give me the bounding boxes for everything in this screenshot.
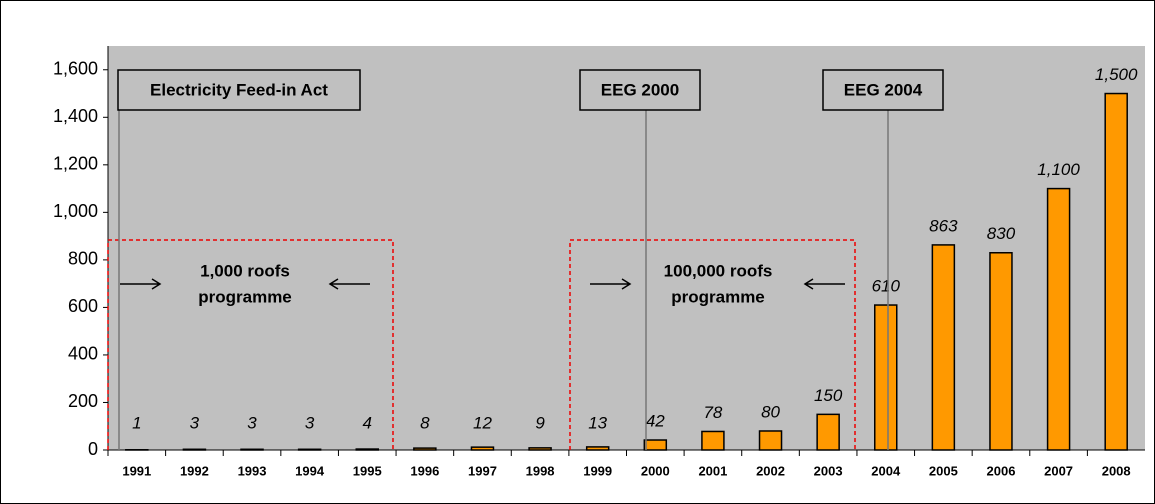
data-label: 9	[535, 413, 545, 432]
annotation-label: EEG 2000	[601, 80, 679, 99]
data-label: 4	[363, 413, 372, 432]
x-tick-label: 2001	[698, 463, 727, 478]
x-tick-label: 1991	[122, 463, 151, 478]
bar	[989, 252, 1013, 451]
x-tick-label: 1994	[295, 463, 325, 478]
x-tick-label: 1993	[238, 463, 267, 478]
programme-label: 100,000 roofs	[664, 261, 773, 280]
data-label: 830	[987, 224, 1016, 243]
bar	[874, 304, 898, 451]
bar	[816, 413, 840, 451]
x-tick-label: 2000	[641, 463, 670, 478]
data-label: 863	[929, 216, 958, 235]
data-label: 78	[703, 403, 722, 422]
programme-box	[107, 239, 394, 450]
y-tick-label: 1,400	[53, 106, 98, 126]
data-label: 3	[247, 413, 257, 432]
programme-label: 1,000 roofs	[200, 261, 290, 280]
x-tick-label: 1999	[583, 463, 612, 478]
data-label: 3	[190, 413, 200, 432]
programme-label: programme	[671, 287, 765, 306]
data-label: 3	[305, 413, 315, 432]
data-label: 610	[872, 277, 901, 296]
x-tick-label: 1996	[410, 463, 439, 478]
y-tick-label: 800	[68, 249, 98, 269]
arrow	[120, 278, 162, 290]
bar	[643, 439, 668, 451]
y-tick-label: 1,000	[53, 201, 98, 221]
annotation-label: EEG 2004	[844, 80, 923, 99]
x-tick-label: 1998	[526, 463, 555, 478]
data-label: 13	[588, 413, 607, 432]
bar	[701, 430, 725, 451]
y-tick-label: 0	[88, 439, 98, 459]
x-tick-label: 1995	[353, 463, 382, 478]
y-tick-label: 200	[68, 391, 98, 411]
bar	[1104, 92, 1128, 451]
y-tick-label: 1,200	[53, 154, 98, 174]
bar	[1046, 187, 1071, 451]
data-label: 8	[420, 413, 430, 432]
data-label: 150	[814, 386, 843, 405]
arrow	[328, 278, 370, 290]
annotation-box	[117, 69, 361, 111]
annotation-box	[822, 69, 944, 111]
programme-box	[569, 239, 856, 450]
bar	[931, 244, 956, 451]
data-label: 80	[761, 402, 780, 421]
y-tick-label: 600	[68, 296, 98, 316]
x-tick-label: 2007	[1044, 463, 1073, 478]
programme-label: programme	[198, 287, 292, 306]
arrow	[803, 278, 845, 290]
y-tick-label: 1,600	[53, 59, 98, 79]
data-label: 1,100	[1037, 160, 1080, 179]
x-tick-label: 2003	[814, 463, 843, 478]
arrow	[590, 278, 632, 290]
data-label: 1,500	[1095, 65, 1138, 84]
x-tick-label: 2005	[929, 463, 958, 478]
x-tick-label: 1997	[468, 463, 497, 478]
x-tick-label: 1992	[180, 463, 209, 478]
x-tick-label: 2002	[756, 463, 785, 478]
data-label: 1	[132, 413, 141, 432]
x-tick-label: 2006	[987, 463, 1016, 478]
bar	[758, 430, 783, 451]
data-label: 42	[646, 412, 665, 431]
x-tick-label: 2008	[1102, 463, 1131, 478]
annotation-label: Electricity Feed-in Act	[150, 80, 328, 99]
x-tick-label: 2004	[871, 463, 901, 478]
y-tick-label: 400	[68, 344, 98, 364]
annotation-box	[579, 69, 701, 111]
plot-area	[108, 46, 1145, 450]
data-label: 12	[473, 413, 492, 432]
